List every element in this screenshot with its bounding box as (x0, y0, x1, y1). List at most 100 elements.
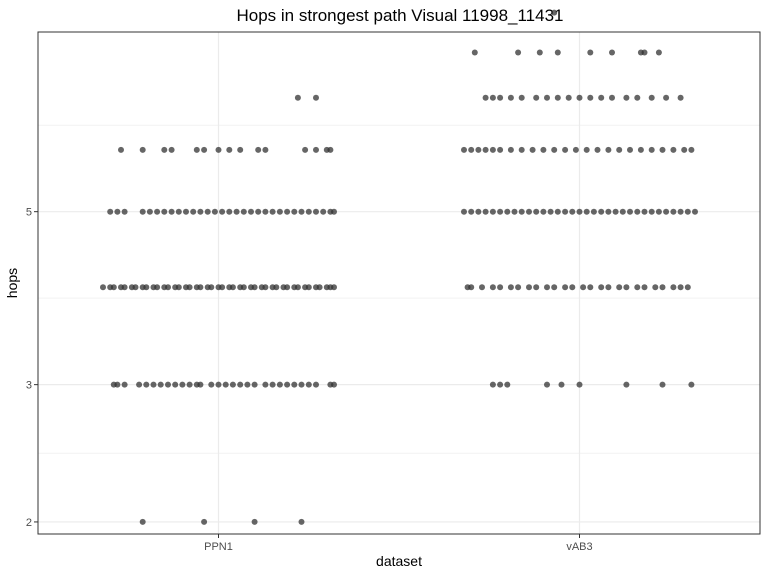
data-point (547, 208, 554, 215)
data-point (609, 49, 615, 56)
data-point (168, 208, 175, 215)
data-point (197, 208, 204, 215)
data-point (627, 208, 633, 215)
data-point (305, 208, 312, 215)
data-point (507, 94, 514, 101)
data-point (193, 146, 200, 153)
data-point (529, 146, 536, 153)
data-point (211, 208, 218, 215)
data-point (132, 284, 139, 291)
data-point (157, 381, 164, 388)
data-point (461, 208, 467, 215)
data-point (652, 284, 659, 291)
y-tick-label: 3 (26, 380, 32, 392)
y-axis-title: hops (4, 268, 20, 298)
data-point (684, 284, 691, 291)
data-point (255, 208, 262, 215)
data-point (684, 208, 691, 215)
data-point (497, 284, 504, 291)
data-point (576, 381, 583, 388)
data-point (219, 208, 226, 215)
data-point (497, 94, 504, 101)
data-point (489, 94, 496, 101)
data-point (226, 146, 233, 153)
data-point (572, 146, 579, 153)
data-point (251, 284, 258, 291)
data-point (302, 146, 309, 153)
data-point (544, 284, 550, 291)
data-point (623, 94, 630, 101)
data-point (294, 284, 301, 291)
data-point (284, 381, 291, 388)
data-point (468, 146, 475, 153)
y-tick-label: 2 (26, 517, 32, 529)
data-point (294, 94, 301, 101)
data-point (229, 284, 236, 291)
data-point (598, 208, 605, 215)
data-point (468, 284, 475, 291)
data-point (262, 284, 269, 291)
data-point (663, 94, 670, 101)
data-point (554, 49, 561, 56)
data-point (659, 381, 666, 388)
data-point (594, 146, 601, 153)
data-point (262, 208, 269, 215)
data-point (612, 208, 619, 215)
data-point (497, 381, 504, 388)
data-point (154, 208, 161, 215)
x-tick-label: vAB3 (566, 541, 592, 553)
data-point (609, 94, 615, 101)
data-point (208, 284, 215, 291)
data-point (237, 146, 244, 153)
data-point (565, 94, 572, 101)
data-point (100, 284, 106, 291)
data-point (291, 208, 298, 215)
data-point (482, 146, 489, 153)
data-point (497, 208, 504, 215)
data-point (233, 208, 240, 215)
data-point (313, 381, 319, 388)
data-point (576, 94, 583, 101)
data-point (587, 49, 594, 56)
data-point (648, 146, 655, 153)
data-point (605, 284, 612, 291)
x-axis: PPN1 vAB3 (204, 534, 593, 553)
data-point (551, 146, 558, 153)
data-point (497, 146, 504, 153)
data-point (165, 381, 171, 388)
data-point (248, 208, 254, 215)
data-point (186, 381, 193, 388)
data-point (482, 208, 489, 215)
data-point (273, 284, 280, 291)
data-point (544, 94, 550, 101)
data-point (331, 208, 337, 215)
data-point (663, 208, 670, 215)
data-point (554, 94, 561, 101)
data-point (518, 146, 525, 153)
data-point (587, 94, 594, 101)
data-point (659, 146, 666, 153)
data-point (598, 94, 605, 101)
data-point (150, 381, 157, 388)
data-point (533, 94, 540, 101)
data-point (320, 208, 327, 215)
data-point (139, 208, 146, 215)
plot-background (38, 32, 760, 534)
x-axis-title: dataset (376, 553, 422, 569)
data-point (331, 381, 337, 388)
data-point (583, 208, 590, 215)
data-point (201, 146, 208, 153)
data-point (461, 146, 467, 153)
data-point (605, 208, 612, 215)
data-point (659, 284, 666, 291)
data-point (526, 284, 532, 291)
data-points (100, 9, 698, 525)
data-point (240, 284, 247, 291)
data-point (562, 284, 569, 291)
data-point (619, 208, 626, 215)
data-point (623, 284, 630, 291)
data-point (143, 284, 150, 291)
data-point (331, 284, 337, 291)
data-point (677, 94, 684, 101)
data-point (215, 381, 222, 388)
